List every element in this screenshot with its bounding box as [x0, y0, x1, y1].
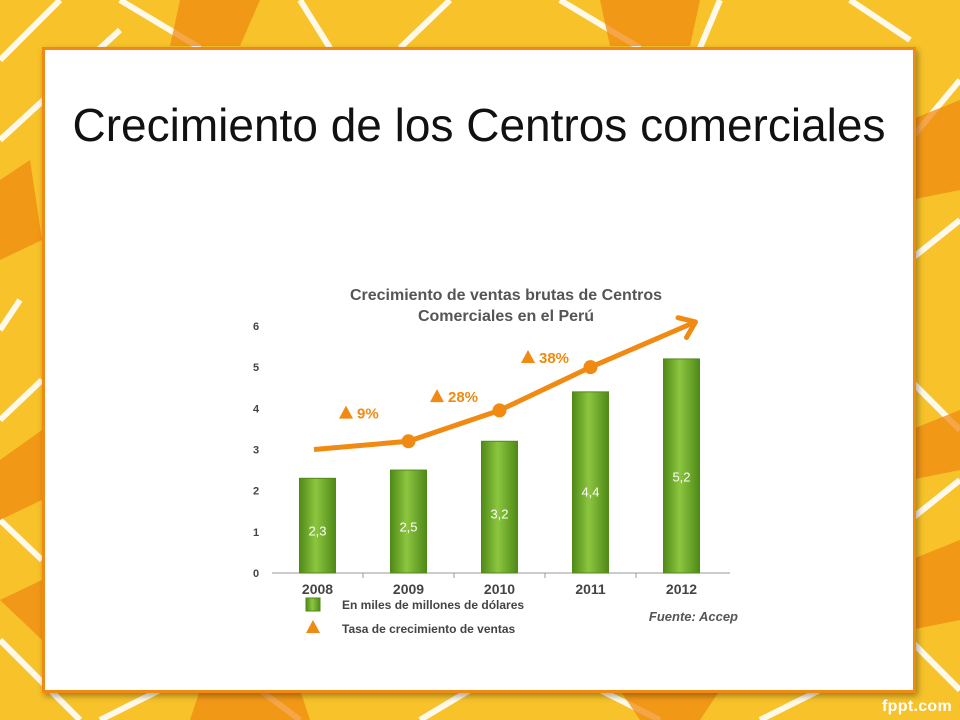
growth-rate-label: 9% — [357, 406, 379, 423]
growth-triangle-icon — [521, 350, 535, 364]
chart-title: Crecimiento de ventas brutas de Centros — [350, 287, 662, 304]
bar — [663, 358, 700, 574]
y-tick-label: 5 — [253, 362, 259, 374]
y-tick-label: 6 — [253, 321, 259, 333]
y-axis-ticks: 0 1 2 3 4 5 6 — [253, 321, 260, 580]
footer-brand: fppt.com — [882, 698, 952, 715]
bar-chart: Crecimiento de ventas brutas de Centros … — [238, 276, 758, 638]
slide-title: Crecimiento de los Centros comerciales — [72, 99, 886, 151]
y-tick-label: 0 — [253, 568, 259, 580]
legend-bar-swatch — [305, 597, 321, 612]
trend-point — [583, 360, 598, 375]
bar-value-label: 5,2 — [672, 470, 690, 485]
x-tick-label: 2008 — [302, 581, 333, 597]
trend-point — [401, 434, 416, 449]
bar — [481, 440, 518, 574]
legend: En miles de millones de dólares Tasa de … — [305, 597, 524, 636]
growth-triangle-icon — [339, 405, 353, 419]
chart-subtitle: Comerciales en el Perú — [418, 308, 594, 325]
y-tick-label: 3 — [253, 445, 259, 457]
bar — [572, 391, 609, 574]
growth-rate-label: 38% — [539, 350, 569, 367]
trend-group: 9% 28% 38% — [313, 315, 698, 452]
bar — [299, 477, 336, 574]
trend-point — [492, 403, 507, 418]
bar — [390, 469, 427, 574]
growth-rate-label: 28% — [448, 389, 478, 406]
x-tick-label: 2009 — [393, 581, 424, 597]
legend-bar-label: En miles de millones de dólares — [342, 598, 524, 612]
legend-triangle-icon — [306, 620, 320, 633]
bar-value-label: 2,3 — [308, 523, 326, 538]
x-tick-label: 2010 — [484, 581, 515, 597]
bar-value-label: 2,5 — [399, 520, 417, 535]
x-axis-ticks: 2008 2009 2010 2011 2012 — [302, 573, 697, 597]
x-tick-label: 2012 — [666, 581, 697, 597]
trend-arrowhead — [675, 315, 698, 340]
legend-trend-label: Tasa de crecimiento de ventas — [342, 622, 516, 636]
y-tick-label: 4 — [253, 403, 260, 415]
y-tick-label: 1 — [253, 527, 259, 539]
chart-source: Fuente: Accep — [649, 609, 738, 624]
x-tick-label: 2011 — [575, 581, 606, 597]
growth-triangle-icon — [430, 389, 444, 403]
y-tick-label: 2 — [253, 486, 259, 498]
bars-group: 2,3 2,5 3,2 4,4 5,2 — [299, 358, 700, 574]
bar-value-label: 4,4 — [581, 484, 599, 499]
bar-value-label: 3,2 — [490, 507, 508, 522]
